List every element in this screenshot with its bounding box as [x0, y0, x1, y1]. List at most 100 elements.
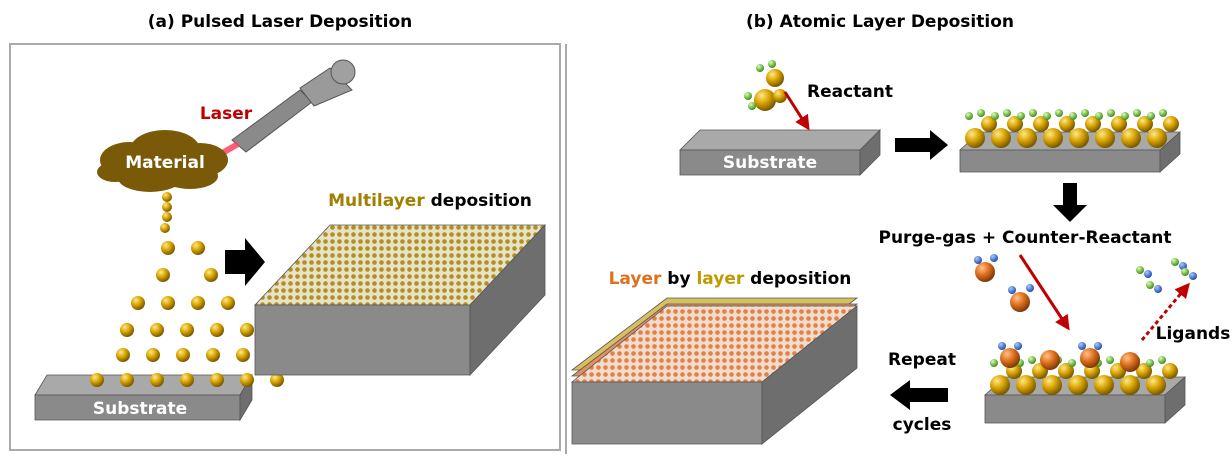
arrow	[1018, 254, 1070, 331]
panel-title: (b) Atomic Layer Deposition	[746, 12, 1014, 32]
atom	[1000, 348, 1020, 368]
atom	[176, 348, 190, 362]
substrate-label: Substrate	[723, 153, 817, 173]
atom	[991, 112, 999, 120]
atom	[1163, 116, 1179, 132]
atom	[204, 268, 218, 282]
atom	[1068, 359, 1076, 367]
atom	[981, 116, 997, 132]
atom	[120, 323, 134, 337]
atom	[162, 192, 172, 202]
slab-side	[859, 129, 881, 176]
atom	[1136, 363, 1152, 379]
arrow	[895, 130, 948, 160]
repeat-label: Repeat	[888, 350, 956, 370]
atom	[1159, 109, 1167, 117]
atom	[1120, 352, 1140, 372]
atom	[965, 128, 985, 148]
atom	[990, 375, 1010, 395]
atom	[744, 92, 752, 100]
repeat-label: cycles	[893, 415, 952, 435]
atom	[1111, 116, 1127, 132]
result-label: Layer by layer deposition	[609, 269, 852, 289]
atom	[1081, 109, 1089, 117]
atom	[160, 223, 170, 233]
atom	[162, 212, 172, 222]
atom	[1121, 112, 1129, 120]
atom	[766, 69, 784, 87]
atom	[1189, 272, 1197, 280]
slab-front	[984, 394, 1166, 424]
atom	[1171, 258, 1179, 266]
atom	[1042, 375, 1062, 395]
atom	[1154, 285, 1162, 293]
atom	[236, 348, 250, 362]
atom	[1026, 284, 1034, 292]
atom	[1043, 112, 1051, 120]
atom	[990, 359, 998, 367]
atom	[156, 268, 170, 282]
purge-label: Purge-gas + Counter-Reactant	[879, 228, 1172, 248]
atom	[1029, 109, 1037, 117]
atom	[1107, 109, 1115, 117]
atom	[1158, 356, 1166, 364]
atom	[1121, 128, 1141, 148]
atom	[150, 323, 164, 337]
result-label: Multilayer deposition	[328, 191, 532, 211]
atom	[116, 348, 130, 362]
atom	[1069, 112, 1077, 120]
atom	[210, 323, 224, 337]
atom	[1146, 359, 1154, 367]
atom	[131, 296, 145, 310]
atom	[1137, 116, 1153, 132]
slab-side	[761, 305, 858, 445]
atom	[146, 348, 160, 362]
atom	[1040, 350, 1060, 370]
atom	[180, 323, 194, 337]
atom	[1055, 109, 1063, 117]
arrow	[890, 380, 948, 410]
atom	[1147, 128, 1167, 148]
atom	[120, 373, 134, 387]
slab-side	[1164, 376, 1186, 424]
atom	[1003, 109, 1011, 117]
atom	[180, 373, 194, 387]
frames	[9, 43, 567, 454]
atom	[240, 323, 254, 337]
atom	[206, 348, 220, 362]
atom	[1146, 281, 1154, 289]
atom	[1136, 266, 1144, 274]
atom	[1017, 112, 1025, 120]
atom	[1095, 128, 1115, 148]
atom	[1146, 375, 1166, 395]
atom	[748, 102, 756, 110]
atom	[1007, 116, 1023, 132]
laser-label: Laser	[200, 104, 253, 124]
atom	[1078, 342, 1086, 350]
arrow	[783, 91, 810, 131]
arrow	[1140, 282, 1190, 341]
atom	[1010, 292, 1030, 312]
illustration: Material	[34, 59, 1197, 445]
atom	[1014, 342, 1022, 350]
atom	[1080, 348, 1100, 368]
atom	[150, 373, 164, 387]
atom	[221, 296, 235, 310]
panel-title: (a) Pulsed Laser Deposition	[148, 12, 413, 32]
arrow	[1053, 183, 1087, 222]
cloud	[97, 162, 133, 182]
atom	[161, 296, 175, 310]
atom	[1028, 356, 1036, 364]
atom	[965, 112, 973, 120]
material-label: Material	[125, 153, 205, 173]
atom	[1016, 375, 1036, 395]
atom	[974, 256, 982, 264]
reactant-label: Reactant	[807, 82, 893, 102]
atom	[773, 89, 787, 103]
atom	[1181, 268, 1189, 276]
atom	[1059, 116, 1075, 132]
atom	[270, 373, 284, 387]
atom	[975, 262, 995, 282]
atom	[977, 109, 985, 117]
